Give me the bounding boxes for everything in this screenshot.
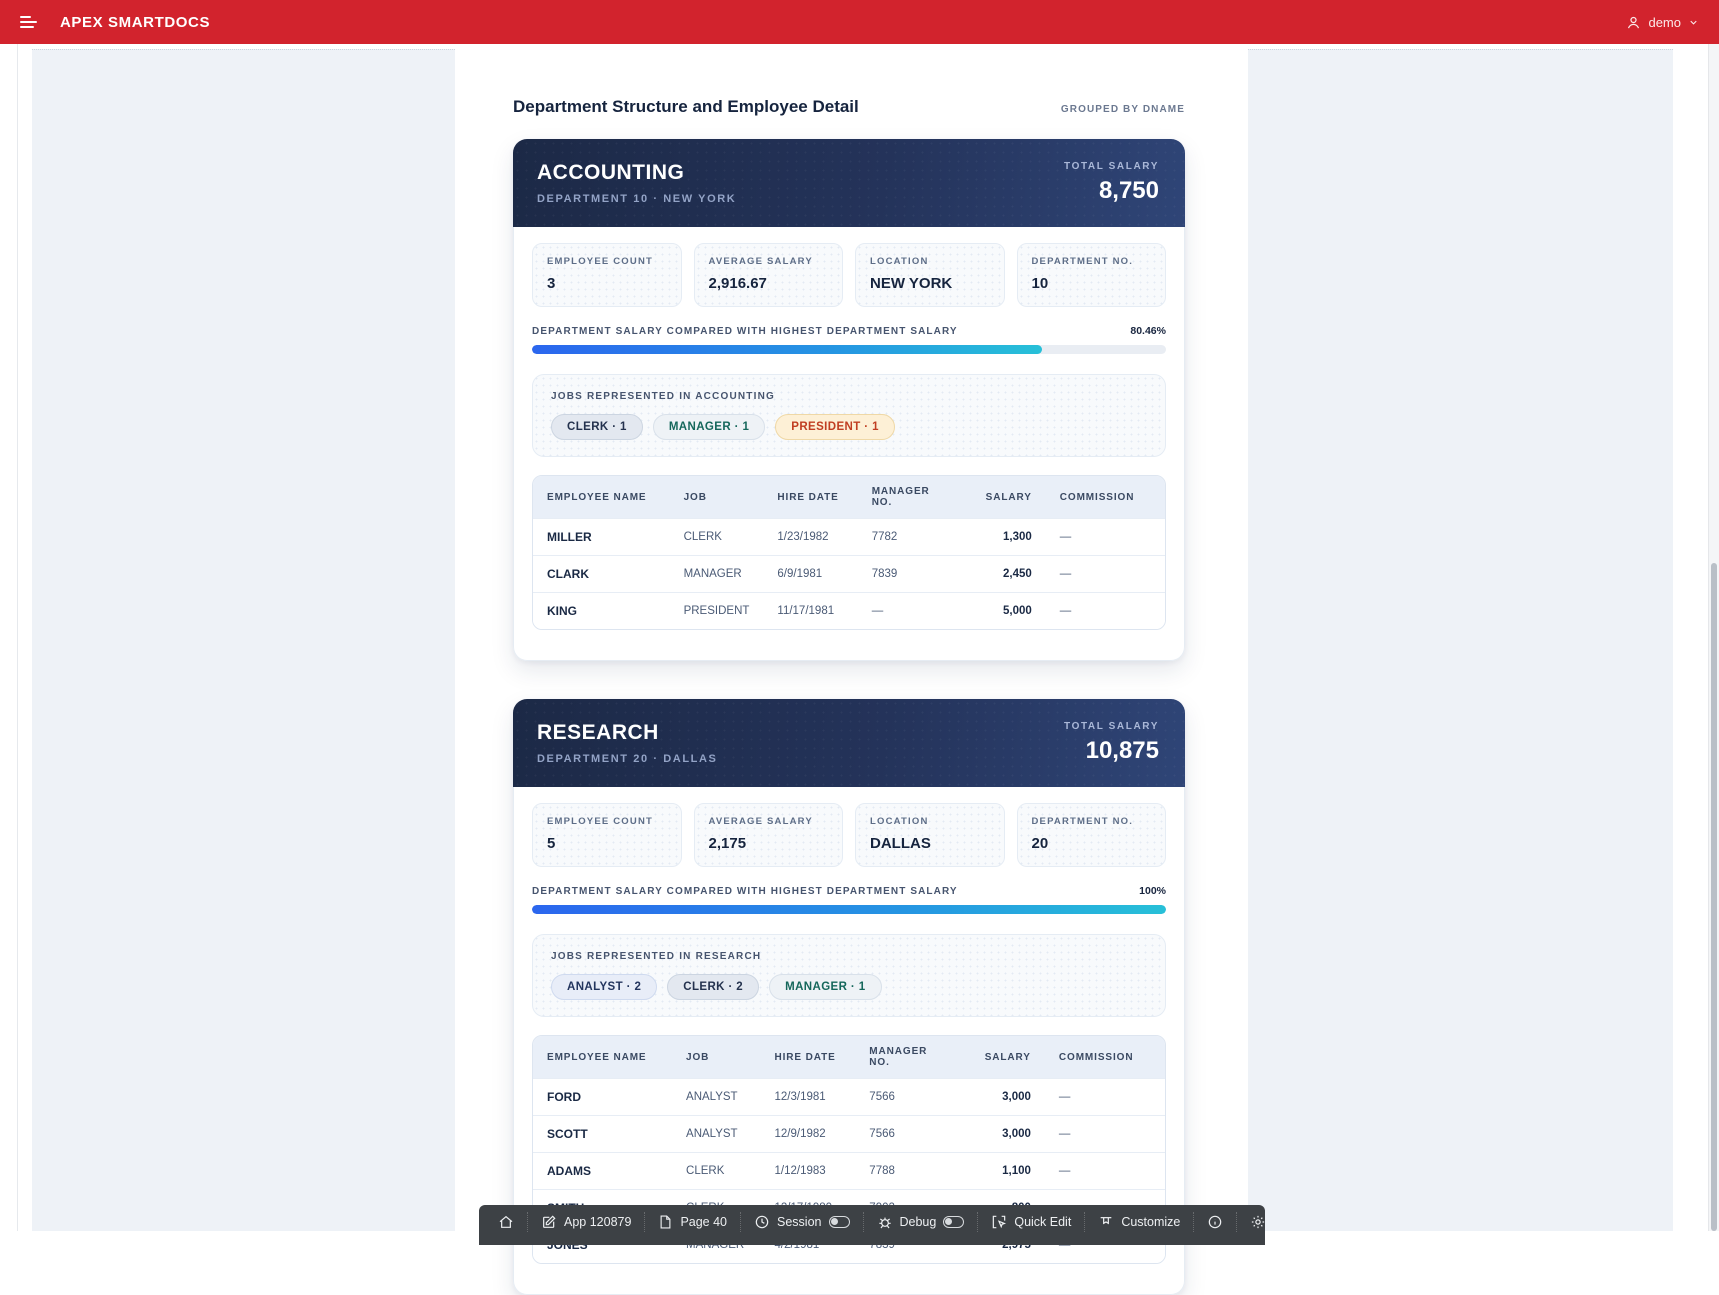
bug-icon (877, 1214, 893, 1230)
department-card-accounting: ACCOUNTING DEPARTMENT 10 · NEW YORK TOTA… (513, 139, 1185, 661)
app-title: APEX SMARTDOCS (60, 13, 211, 31)
menu-icon[interactable] (20, 16, 40, 28)
report-region: Department Structure and Employee Detail… (455, 44, 1248, 1295)
stat-average-salary: AVERAGE SALARY 2,916.67 (693, 243, 843, 307)
jobs-title: JOBS REPRESENTED IN RESEARCH (551, 951, 762, 962)
devbar-info-button[interactable] (1193, 1212, 1236, 1232)
devbar-page-button[interactable]: Page 40 (644, 1212, 740, 1232)
progress-fill (532, 905, 1166, 914)
stat-department-no: DEPARTMENT NO. 20 (1016, 803, 1166, 867)
job-chip: MANAGER · 1 (769, 974, 882, 1000)
job-chip: ANALYST · 2 (551, 974, 658, 1000)
app-header: APEX SMARTDOCS demo (0, 0, 1719, 44)
user-label: demo (1648, 14, 1681, 30)
right-empty-region (1248, 49, 1673, 1231)
left-empty-region (32, 49, 455, 1231)
devbar-customize-button[interactable]: Customize (1084, 1212, 1193, 1232)
stat-location: LOCATION DALLAS (855, 803, 1005, 867)
total-salary-value: 8,750 (1098, 177, 1159, 204)
department-name: ACCOUNTING (537, 161, 685, 184)
devbar-session-button[interactable]: Session (740, 1212, 862, 1232)
session-toggle[interactable] (828, 1216, 850, 1228)
edit-app-icon (541, 1214, 557, 1230)
page-scrollbar[interactable] (1708, 44, 1719, 1231)
department-meta: DEPARTMENT 10 · NEW YORK (537, 193, 737, 205)
left-edge-divider (17, 44, 18, 1231)
department-card-header: RESEARCH DEPARTMENT 20 · DALLAS TOTAL SA… (513, 699, 1185, 787)
table-row: FORD ANALYST 12/3/1981 7566 3,000 — (533, 1078, 1165, 1116)
scrollbar-thumb[interactable] (1711, 563, 1717, 1231)
report-header: Department Structure and Employee Detail… (513, 97, 1185, 117)
stat-department-no: DEPARTMENT NO. 10 (1016, 243, 1166, 307)
employee-table: EMPLOYEE NAME JOB HIRE DATE MANAGER NO. … (532, 475, 1166, 630)
total-salary-label: TOTAL SALARY (1064, 721, 1159, 732)
stats-row: EMPLOYEE COUNT 5 AVERAGE SALARY 2,175 LO… (532, 803, 1166, 867)
page-icon (658, 1214, 673, 1230)
stat-employee-count: EMPLOYEE COUNT 5 (532, 803, 682, 867)
progress-percent: 100% (1139, 885, 1166, 897)
table-row: KING PRESIDENT 11/17/1981 — 5,000 — (533, 592, 1165, 629)
developer-toolbar: App 120879 Page 40 Session Debug Quick E… (479, 1205, 1265, 1245)
jobs-panel: JOBS REPRESENTED IN RESEARCH ANALYST · 2… (532, 934, 1166, 1017)
salary-progress: DEPARTMENT SALARY COMPARED WITH HIGHEST … (532, 885, 1166, 914)
info-icon (1207, 1214, 1223, 1230)
progress-fill (532, 345, 1043, 354)
table-row: SCOTT ANALYST 12/9/1982 7566 3,000 — (533, 1115, 1165, 1153)
table-row: MILLER CLERK 1/23/1982 7782 1,300 — (533, 518, 1165, 556)
job-chip: CLERK · 2 (667, 974, 760, 1000)
table-header-row: EMPLOYEE NAME JOB HIRE DATE MANAGER NO. … (533, 476, 1165, 519)
progress-percent: 80.46% (1130, 325, 1166, 337)
chevron-down-icon (1688, 17, 1699, 28)
progress-caption: DEPARTMENT SALARY COMPARED WITH HIGHEST … (532, 886, 958, 897)
stat-location: LOCATION NEW YORK (855, 243, 1005, 307)
progress-track (532, 345, 1166, 354)
page-title: Department Structure and Employee Detail (513, 97, 859, 116)
department-name: RESEARCH (537, 721, 659, 744)
home-icon (498, 1214, 514, 1230)
customize-icon (1098, 1214, 1114, 1230)
table-row: ADAMS CLERK 1/12/1983 7788 1,100 — (533, 1152, 1165, 1190)
devbar-app-button[interactable]: App 120879 (527, 1212, 644, 1232)
total-salary-label: TOTAL SALARY (1064, 161, 1159, 172)
stat-average-salary: AVERAGE SALARY 2,175 (693, 803, 843, 867)
grouping-note: GROUPED BY DNAME (1060, 104, 1185, 115)
devbar-quick-edit-button[interactable]: Quick Edit (977, 1212, 1084, 1232)
clock-icon (754, 1214, 770, 1230)
stat-employee-count: EMPLOYEE COUNT 3 (532, 243, 682, 307)
devbar-home-button[interactable] (485, 1212, 527, 1232)
user-menu[interactable]: demo (1626, 15, 1699, 30)
quick-edit-icon (991, 1214, 1007, 1230)
progress-caption: DEPARTMENT SALARY COMPARED WITH HIGHEST … (532, 326, 958, 337)
progress-track (532, 905, 1166, 914)
devbar-settings-button[interactable] (1236, 1212, 1279, 1232)
department-card-header: ACCOUNTING DEPARTMENT 10 · NEW YORK TOTA… (513, 139, 1185, 227)
table-header-row: EMPLOYEE NAME JOB HIRE DATE MANAGER NO. … (533, 1036, 1165, 1079)
salary-progress: DEPARTMENT SALARY COMPARED WITH HIGHEST … (532, 325, 1166, 354)
gear-icon (1250, 1214, 1266, 1230)
department-meta: DEPARTMENT 20 · DALLAS (537, 753, 718, 765)
stats-row: EMPLOYEE COUNT 3 AVERAGE SALARY 2,916.67… (532, 243, 1166, 307)
total-salary-value: 10,875 (1085, 737, 1159, 764)
jobs-title: JOBS REPRESENTED IN ACCOUNTING (551, 391, 775, 402)
devbar-debug-button[interactable]: Debug (862, 1212, 978, 1232)
jobs-panel: JOBS REPRESENTED IN ACCOUNTING CLERK · 1… (532, 374, 1166, 457)
job-chip: PRESIDENT · 1 (775, 414, 895, 440)
job-chip: CLERK · 1 (551, 414, 643, 440)
table-row: CLARK MANAGER 6/9/1981 7839 2,450 — (533, 555, 1165, 593)
user-icon (1626, 15, 1641, 30)
job-chip: MANAGER · 1 (652, 414, 766, 440)
debug-toggle[interactable] (943, 1216, 965, 1228)
